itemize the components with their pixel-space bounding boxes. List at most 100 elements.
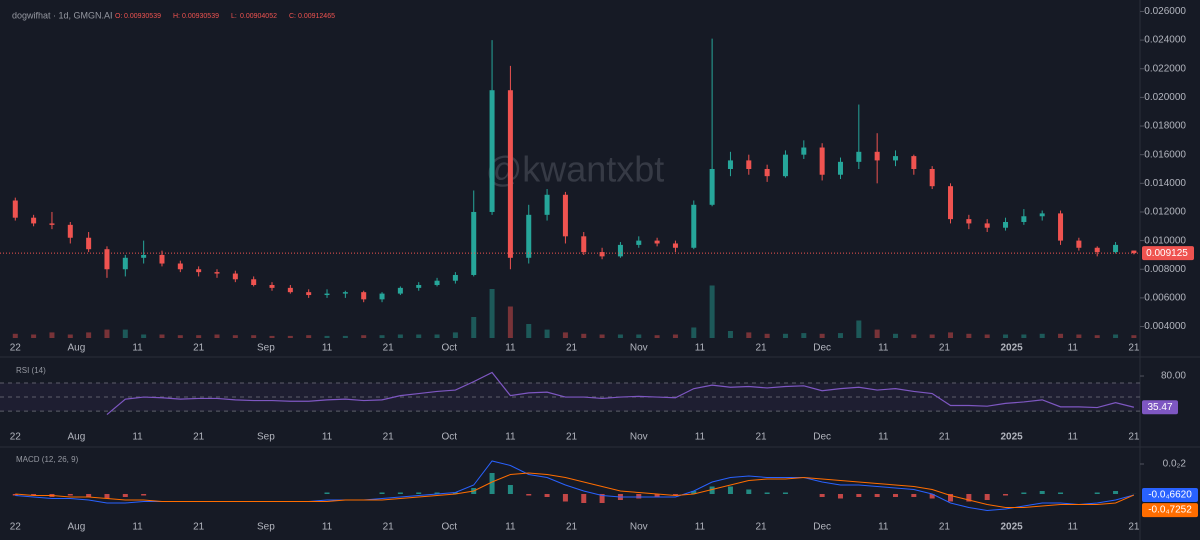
candle-body [672, 243, 678, 248]
candle-body [379, 293, 385, 300]
histogram-bar [122, 494, 128, 497]
histogram-bar [911, 494, 917, 497]
candle-body [801, 147, 807, 155]
rsi-value-label: 35.47 [1147, 402, 1172, 413]
histogram-bar [12, 494, 18, 496]
candle-body [837, 161, 843, 175]
volume-bar [12, 333, 18, 338]
price-label: 0.009125 [1146, 248, 1188, 259]
histogram-bar [746, 489, 752, 494]
volume-bar [1058, 333, 1064, 338]
volume-bar [966, 333, 972, 338]
candle-body [49, 223, 55, 225]
x-tick-label: 11 [878, 522, 889, 533]
x-tick-label: 21 [1128, 522, 1140, 533]
x-tick-label: Dec [813, 522, 831, 533]
volume-bar [581, 333, 587, 338]
candle-body [1131, 250, 1137, 254]
histogram-bar [324, 492, 330, 494]
x-tick-label: 11 [505, 343, 516, 354]
x-tick-label: 21 [755, 522, 767, 533]
histogram-bar [397, 492, 403, 494]
x-tick-label: 21 [755, 343, 767, 354]
candle-body [86, 237, 92, 250]
candle-body [287, 287, 293, 293]
candle-body [819, 147, 825, 175]
histogram-bar [929, 494, 935, 499]
price-box [1142, 246, 1194, 261]
histogram-bar [984, 494, 990, 500]
volume-bar [672, 334, 678, 338]
volume-bar [507, 306, 513, 338]
candle-body [727, 160, 733, 169]
x-tick-label: 11 [1068, 522, 1079, 533]
value-box [1142, 487, 1198, 502]
y-tick-label: 0.004000 [1144, 321, 1186, 332]
volume-bar [269, 335, 275, 338]
histogram-bar [452, 492, 458, 494]
ohlc-value: 0.00904052 [240, 13, 277, 20]
x-tick-label: 21 [939, 432, 951, 443]
histogram-bar [1039, 491, 1045, 494]
candle-body [874, 151, 880, 161]
y-tick-label: 0.020000 [1144, 92, 1186, 103]
x-tick-label: Oct [441, 432, 457, 443]
x-tick-label: 21 [566, 343, 578, 354]
volume-bar [782, 333, 788, 338]
pane-title: RSI (14) [16, 366, 46, 375]
x-tick-label: 11 [322, 522, 333, 533]
rsi-box [1142, 400, 1178, 415]
histogram-bar [1021, 492, 1027, 494]
volume-bar [342, 335, 348, 338]
volume-bar [544, 329, 550, 338]
x-tick-label: Dec [813, 343, 831, 354]
volume-bar [837, 333, 843, 338]
x-tick-label: 11 [878, 432, 889, 443]
x-tick-label: 11 [878, 343, 889, 354]
x-tick-label: 22 [10, 522, 22, 533]
candle-body [764, 169, 770, 177]
volume-bar [819, 333, 825, 338]
x-tick-label: Oct [441, 522, 457, 533]
histogram-bar [434, 492, 440, 494]
x-tick-label: Sep [257, 432, 275, 443]
x-tick-label: 21 [383, 432, 395, 443]
histogram-bar [764, 492, 770, 494]
x-tick-label: 11 [695, 343, 706, 354]
histogram-bar [874, 494, 880, 497]
volume-bar [49, 332, 55, 338]
ohlc-value: 0.00930539 [182, 13, 219, 20]
candle-body [856, 151, 862, 162]
volume-bar [562, 332, 568, 338]
candle-body [654, 240, 660, 244]
volume-bar [361, 335, 367, 338]
candle-body [709, 169, 715, 205]
candle-body [306, 292, 312, 296]
histogram-bar [654, 494, 660, 497]
candle-body [471, 211, 477, 275]
candle-body [544, 194, 550, 215]
histogram-bar [892, 494, 898, 497]
volume-bar [1021, 334, 1027, 338]
y-tick-label: 0.006000 [1144, 293, 1186, 304]
volume-bar [434, 334, 440, 338]
x-tick-label: Nov [630, 343, 648, 354]
volume-bar [324, 335, 330, 338]
value-label: -0.0₄6620 [1148, 490, 1192, 501]
y-tick-label: 0.026000 [1144, 6, 1186, 17]
histogram-bar [672, 494, 678, 496]
histogram-bar [782, 492, 788, 494]
x-tick-label: 21 [383, 522, 395, 533]
x-tick-label: Oct [441, 343, 457, 354]
histogram-bar [1094, 492, 1100, 494]
x-tick-label: 21 [939, 522, 951, 533]
pane-title: MACD (12, 26, 9) [16, 455, 79, 464]
x-tick-label: Nov [630, 432, 648, 443]
histogram-bar [67, 494, 73, 496]
x-tick-label: 2025 [1001, 432, 1024, 443]
histogram-bar [599, 494, 605, 503]
candle-body [122, 257, 128, 270]
y-tick-label: 0.016000 [1144, 149, 1186, 160]
candle-body [892, 156, 898, 161]
